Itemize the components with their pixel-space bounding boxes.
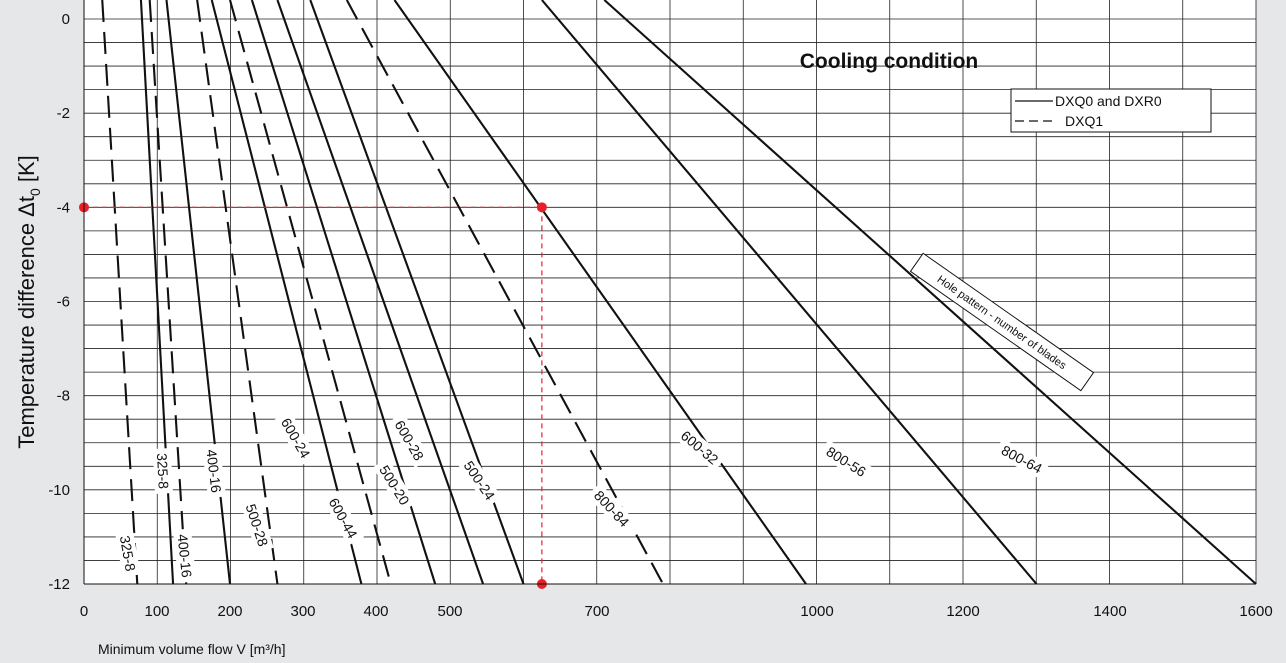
series-line-800-64: [603, 0, 1257, 585]
x-tick-label: 1600: [1239, 603, 1272, 620]
curve-label-background: [152, 448, 174, 494]
curve-label-background: [115, 529, 141, 578]
curve-label-background: [673, 423, 726, 472]
series-line-600-32: [393, 0, 807, 585]
series-line-325-8: [101, 0, 139, 585]
series-line-500-28: [196, 0, 279, 585]
legend-label-solid: DXQ0 and DXR0: [1055, 93, 1162, 109]
y-axis-label-sub: 0: [27, 188, 43, 196]
y-tick-label: -10: [48, 482, 70, 499]
curve-label-background: [173, 528, 197, 584]
x-tick-label: 1000: [800, 603, 833, 620]
legend-label-dashed: DXQ1: [1065, 113, 1103, 129]
x-tick-label: 500: [437, 603, 462, 620]
x-tick-label: 300: [290, 603, 315, 620]
curve-label-background: [322, 490, 364, 546]
legend-box: [1010, 88, 1212, 133]
y-tick-label: -12: [48, 576, 70, 593]
curve-label-group: 400-16: [201, 443, 227, 499]
curve-label-background: [274, 410, 317, 466]
y-tick-label: -8: [57, 388, 70, 405]
curve-label-background: [201, 443, 227, 499]
curve-label-background: [457, 453, 502, 508]
axes: 0 -2 -4 -6 -8 -10 -12 0 100 200 300 400 500 700 1000 12…: [48, 0, 1273, 620]
y-axis-label-main: Temperature difference Δt: [14, 196, 39, 449]
series-line-600-28: [276, 0, 485, 585]
x-tick-label: 100: [144, 603, 169, 620]
chart-title: Cooling condition: [800, 50, 978, 73]
legend: DXQ0 and DXR0 DXQ1: [1010, 88, 1212, 133]
y-tick-label: -6: [57, 294, 70, 311]
curve-label: 400-16: [203, 448, 224, 493]
series-line-600-24: [210, 0, 363, 585]
y-axis-label-unit: [K]: [14, 155, 39, 188]
x-tick-label: 200: [217, 603, 242, 620]
y-axis-label: Temperature difference Δt0 [K]: [14, 155, 43, 449]
x-tick-label: 0: [80, 603, 88, 620]
curve-label-background: [388, 412, 431, 468]
curve-label-group: 325-8: [152, 448, 174, 494]
x-tick-label: 400: [363, 603, 388, 620]
x-axis-label: Minimum volume flow V [m³/h]: [98, 641, 285, 657]
curve-label: 325-8: [117, 534, 139, 572]
y-tick-label: 0: [62, 11, 70, 28]
series-line-800-84: [345, 0, 664, 585]
curve-label-background: [994, 438, 1050, 480]
series-line-800-56: [541, 0, 1038, 585]
curve-label-background: [240, 497, 274, 554]
highlight-guides: [79, 202, 547, 589]
curve-label-group: 400-16: [173, 528, 197, 584]
curve-label: 400-16: [175, 533, 195, 578]
x-tick-label: 700: [584, 603, 609, 620]
highlight-point: [536, 202, 547, 213]
curve-label-background: [372, 457, 417, 513]
curve-label-background: [818, 439, 874, 484]
curve-label: 325-8: [154, 453, 172, 490]
y-tick-label: -4: [57, 199, 70, 216]
series-line-600-44: [228, 0, 392, 585]
curve-label-background: [586, 483, 637, 535]
curve-label-group: 325-8: [115, 529, 141, 578]
x-tick-label: 1400: [1093, 603, 1126, 620]
y-tick-label: -2: [57, 105, 70, 122]
series-line-400-16: [148, 0, 188, 585]
x-tick-label: 1200: [946, 603, 979, 620]
annotation-box: [909, 252, 1095, 392]
grid: [84, 0, 1257, 584]
